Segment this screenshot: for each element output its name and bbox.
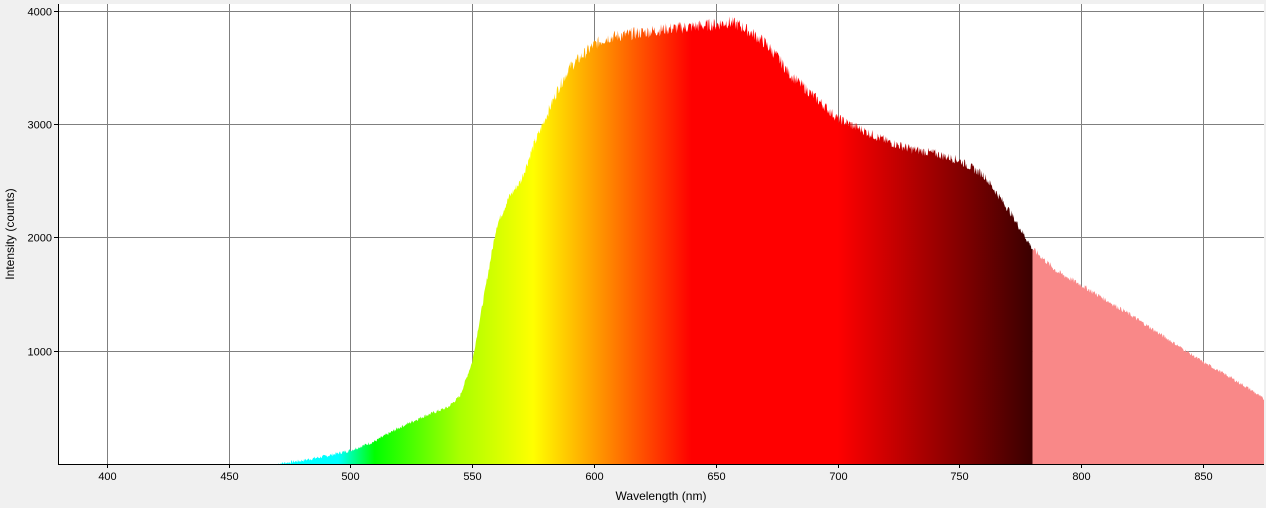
x-axis-title: Wavelength (nm) — [616, 489, 707, 503]
spectrum-visible-area — [277, 16, 1033, 464]
y-tick-label: 3000 — [28, 120, 52, 132]
y-axis-title: Intensity (counts) — [3, 188, 17, 279]
x-tick-label: 600 — [585, 471, 603, 483]
x-tick-label: 550 — [463, 471, 481, 483]
spectrum-infrared-area — [1032, 247, 1264, 464]
x-tick-label: 400 — [98, 471, 116, 483]
x-tick-label: 850 — [1194, 471, 1212, 483]
x-tick-label: 800 — [1072, 471, 1090, 483]
y-tick-label: 2000 — [28, 233, 52, 245]
x-tick-label: 700 — [829, 471, 847, 483]
y-tick-label: 1000 — [28, 347, 52, 359]
x-tick-label: 750 — [950, 471, 968, 483]
x-tick-label: 500 — [341, 471, 359, 483]
x-tick-label: 450 — [220, 471, 238, 483]
x-tick-label: 650 — [707, 471, 725, 483]
y-tick-label: 4000 — [28, 7, 52, 19]
